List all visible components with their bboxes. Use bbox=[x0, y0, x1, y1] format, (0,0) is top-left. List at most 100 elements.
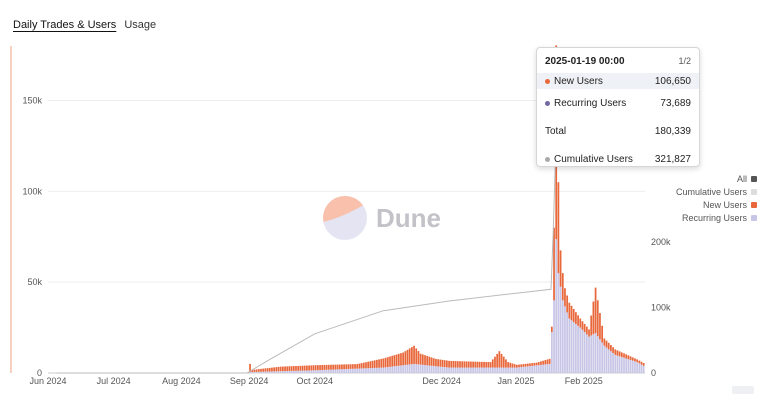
bar-new-users bbox=[380, 358, 383, 368]
y-tick-label: 100k bbox=[22, 186, 42, 196]
x-tick-label: Oct 2024 bbox=[297, 376, 334, 386]
bar-new-users bbox=[419, 353, 422, 365]
bar-recurring-users bbox=[570, 320, 573, 373]
bar-new-users bbox=[544, 360, 547, 365]
bar-new-users bbox=[596, 300, 599, 337]
bar-recurring-users bbox=[369, 368, 372, 373]
bar-new-users bbox=[351, 364, 354, 369]
bar-new-users bbox=[334, 364, 337, 370]
bar-new-users bbox=[336, 364, 339, 370]
bar-new-users bbox=[456, 361, 459, 368]
bar-new-users bbox=[467, 361, 470, 368]
bar-recurring-users bbox=[623, 357, 625, 373]
bar-new-users bbox=[513, 364, 516, 368]
tooltip-label: Recurring Users bbox=[554, 97, 627, 109]
bar-new-users bbox=[257, 369, 260, 372]
bar-new-users bbox=[515, 364, 518, 368]
bar-recurring-users bbox=[308, 370, 310, 373]
bar-new-users bbox=[295, 366, 297, 371]
bar-recurring-users bbox=[505, 367, 507, 373]
bar-new-users bbox=[509, 362, 512, 368]
bar-new-users bbox=[301, 365, 304, 371]
bar-recurring-users bbox=[338, 369, 341, 373]
bar-new-users bbox=[406, 349, 409, 365]
bar-new-users bbox=[605, 340, 608, 348]
bar-new-users bbox=[306, 365, 308, 371]
bar-recurring-users bbox=[266, 371, 269, 373]
bar-recurring-users bbox=[467, 367, 470, 373]
bar-recurring-users bbox=[351, 368, 354, 373]
bar-recurring-users bbox=[520, 367, 523, 373]
legend-swatch-icon bbox=[751, 188, 757, 195]
bar-new-users bbox=[478, 361, 481, 368]
bar-new-users bbox=[400, 353, 402, 366]
bar-recurring-users bbox=[564, 306, 566, 373]
bar-recurring-users bbox=[550, 332, 553, 373]
bar-new-users bbox=[290, 366, 293, 371]
bar-new-users bbox=[566, 295, 569, 313]
bar-recurring-users bbox=[404, 364, 407, 373]
tab-daily-trades-users[interactable]: Daily Trades & Users bbox=[13, 19, 117, 31]
bar-recurring-users bbox=[511, 367, 514, 373]
bar-recurring-users bbox=[634, 361, 636, 373]
bar-new-users bbox=[625, 354, 628, 359]
bar-new-users bbox=[483, 361, 485, 368]
bar-recurring-users bbox=[561, 300, 564, 373]
tooltip-row-new-users: New Users 106,650 bbox=[537, 73, 699, 89]
bar-new-users bbox=[327, 364, 330, 370]
bar-new-users bbox=[575, 312, 577, 324]
bar-recurring-users bbox=[500, 367, 503, 373]
x-tick-label: Jun 2024 bbox=[29, 376, 66, 386]
bar-new-users bbox=[408, 348, 411, 365]
bar-recurring-users bbox=[380, 367, 383, 373]
bar-recurring-users bbox=[485, 367, 488, 373]
bar-new-users bbox=[620, 352, 623, 358]
bar-recurring-users bbox=[581, 329, 584, 373]
bar-new-users bbox=[601, 325, 604, 343]
bar-new-users bbox=[583, 323, 586, 333]
bar-recurring-users bbox=[371, 367, 374, 373]
bar-new-users bbox=[365, 362, 367, 369]
bar-recurring-users bbox=[544, 364, 547, 373]
bar-new-users bbox=[459, 361, 461, 368]
bar-new-users bbox=[384, 357, 387, 368]
bar-new-users bbox=[393, 355, 396, 367]
bar-new-users bbox=[448, 360, 450, 368]
bar-new-users bbox=[266, 368, 269, 372]
bar-new-users bbox=[376, 359, 378, 368]
bar-new-users bbox=[332, 364, 335, 370]
legend-item-recurring-users[interactable]: Recurring Users bbox=[676, 211, 757, 224]
bar-recurring-users bbox=[343, 369, 345, 373]
chart-options-button[interactable] bbox=[732, 386, 754, 394]
bar-new-users bbox=[308, 365, 310, 371]
bar-recurring-users bbox=[432, 365, 435, 373]
bar-recurring-users bbox=[391, 366, 394, 373]
x-tick-label: Dec 2024 bbox=[422, 376, 461, 386]
bar-new-users bbox=[310, 365, 313, 371]
legend-item-all[interactable]: All bbox=[676, 172, 757, 185]
bar-new-users bbox=[540, 361, 542, 365]
bar-recurring-users bbox=[446, 367, 448, 373]
bar-recurring-users bbox=[470, 367, 472, 373]
tooltip-date: 2025-01-19 00:00 bbox=[545, 56, 625, 67]
bar-new-users bbox=[463, 361, 466, 368]
bar-new-users bbox=[330, 364, 332, 370]
legend-item-new-users[interactable]: New Users bbox=[676, 198, 757, 211]
bar-recurring-users bbox=[386, 367, 389, 373]
tab-usage[interactable]: Usage bbox=[124, 19, 157, 31]
bar-recurring-users bbox=[557, 273, 560, 373]
bar-new-users bbox=[505, 359, 507, 368]
bar-recurring-users bbox=[365, 368, 367, 373]
bar-recurring-users bbox=[384, 367, 387, 373]
bar-recurring-users bbox=[284, 371, 286, 373]
bar-new-users bbox=[262, 368, 265, 372]
bar-new-users bbox=[550, 326, 553, 333]
legend-item-cumulative-users[interactable]: Cumulative Users bbox=[676, 185, 757, 198]
bar-new-users bbox=[570, 305, 573, 321]
bar-new-users bbox=[522, 364, 525, 367]
tooltip-page[interactable]: 1/2 bbox=[678, 56, 691, 66]
bar-new-users bbox=[347, 364, 350, 369]
bar-new-users bbox=[303, 365, 306, 371]
bar-recurring-users bbox=[579, 327, 582, 373]
bar-new-users bbox=[450, 360, 453, 368]
